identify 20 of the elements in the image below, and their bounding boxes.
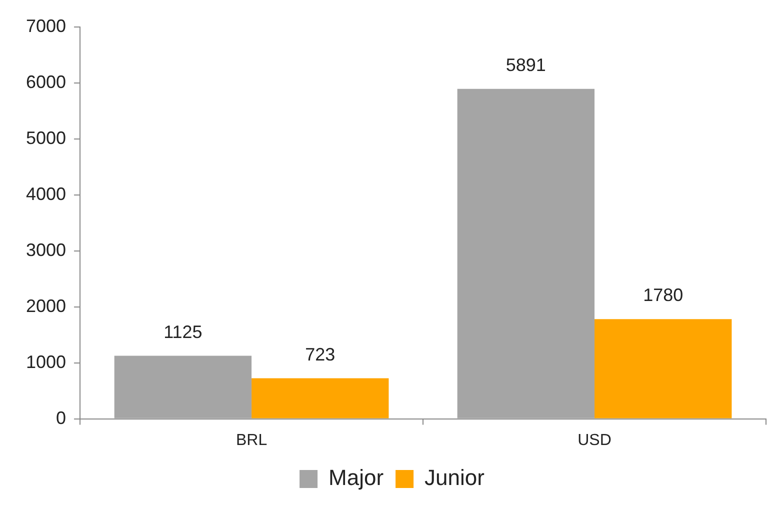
y-tick-label: 2000: [26, 296, 66, 316]
bar: [114, 356, 252, 418]
y-tick-label: 7000: [26, 16, 66, 36]
data-label: 1125: [164, 322, 202, 342]
y-tick-label: 4000: [26, 184, 66, 204]
y-tick-label: 0: [56, 408, 66, 428]
bar: [457, 88, 595, 418]
y-tick-label: 3000: [26, 240, 66, 260]
legend-label: Major: [328, 465, 384, 490]
y-tick-label: 6000: [26, 72, 66, 92]
y-tick-label: 5000: [26, 128, 66, 148]
bar: [594, 319, 732, 418]
legend-label: Junior: [424, 465, 484, 490]
data-label: 1780: [643, 285, 684, 306]
x-tick-label: USD: [578, 432, 612, 449]
data-label: 5891: [506, 54, 546, 75]
y-tick-label: 1000: [26, 352, 66, 372]
data-label: 723: [305, 344, 336, 364]
x-tick-label: BRL: [236, 432, 268, 449]
bar: [252, 378, 389, 418]
